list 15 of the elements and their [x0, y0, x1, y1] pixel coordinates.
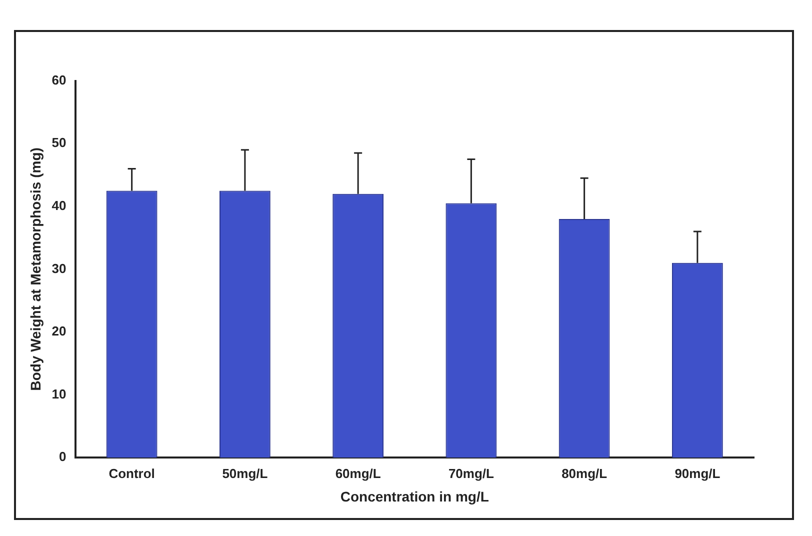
x-tick-label: 90mg/L	[674, 466, 720, 481]
y-tick-label: 0	[59, 449, 66, 464]
x-tick-label: 50mg/L	[222, 466, 268, 481]
x-tick-label: Control	[108, 466, 155, 481]
y-tick-label: 30	[52, 260, 66, 276]
y-tick-label: 60	[52, 72, 66, 88]
y-tick-label: 10	[52, 386, 66, 402]
x-tick-label: 60mg/L	[335, 466, 381, 481]
x-axis-title: Concentration in mg/L	[340, 488, 490, 504]
y-axis-title: Body Weight at Metamorphosis (mg)	[27, 148, 44, 391]
y-tick-label: 50	[52, 135, 66, 150]
y-tick-label: 40	[52, 198, 66, 213]
x-tick-label: 70mg/L	[448, 466, 494, 481]
y-tick-label: 20	[52, 324, 66, 339]
x-tick-label: 80mg/L	[562, 466, 608, 481]
